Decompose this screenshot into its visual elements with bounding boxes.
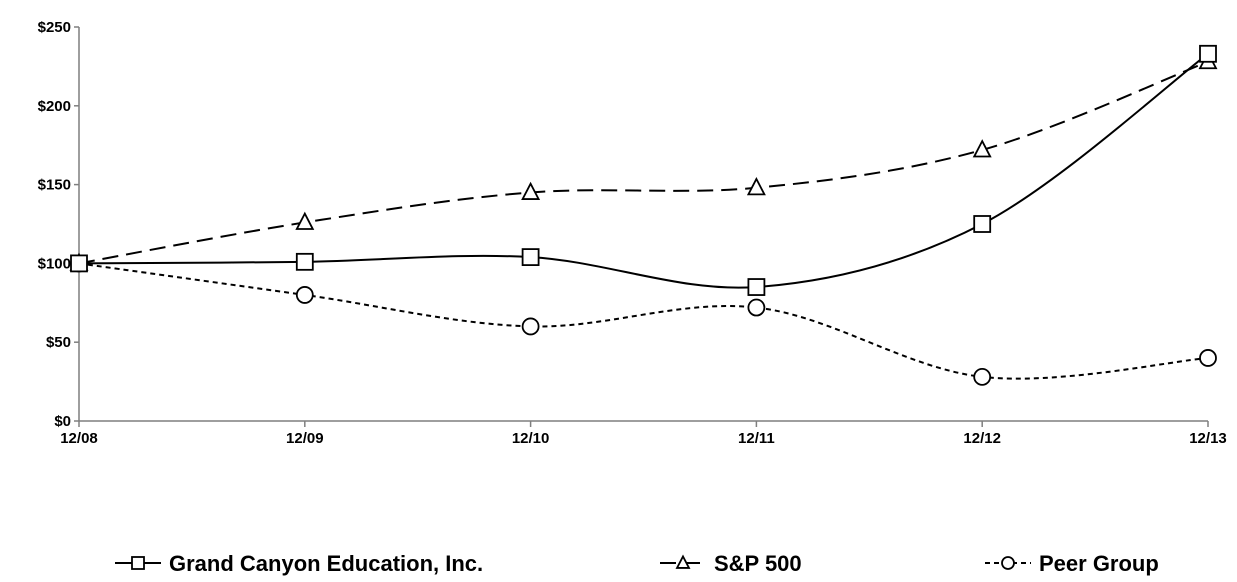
- data-point-triangle: [972, 139, 992, 158]
- data-point-square: [521, 248, 540, 266]
- data-point-square: [70, 254, 88, 273]
- y-tick-label: $150: [38, 177, 71, 194]
- series-markers: [69, 44, 1218, 386]
- series-line-square: [78, 52, 1209, 289]
- legend-label: S&P 500: [714, 551, 802, 576]
- data-point-square: [973, 215, 992, 233]
- x-tick-label: 12/12: [963, 430, 1001, 447]
- x-tick-label: 12/13: [1189, 430, 1227, 447]
- legend-item: S&P 500: [660, 551, 802, 576]
- series-line-circle: [78, 262, 1209, 380]
- axes: [78, 27, 1208, 422]
- x-tick-label: 12/08: [60, 430, 98, 447]
- legend-item: Grand Canyon Education, Inc.: [115, 551, 483, 576]
- data-point-triangle: [295, 211, 315, 230]
- legend-marker-circle: [1001, 556, 1015, 570]
- x-ticks: 12/08 12/09 12/10 12/11 12/12 12/13: [60, 421, 1227, 447]
- data-point-square: [747, 278, 766, 296]
- x-tick-label: 12/10: [512, 430, 550, 447]
- series-line-triangle: [78, 60, 1209, 265]
- data-point-circle: [973, 367, 992, 386]
- legend-marker-triangle: [675, 554, 691, 569]
- y-tick-label: $100: [38, 255, 71, 272]
- data-point-triangle: [521, 181, 541, 200]
- y-ticks: $0 $50 $100 $150 $200 $250: [38, 19, 79, 430]
- data-point-circle: [747, 298, 766, 317]
- series-lines: [78, 52, 1209, 380]
- data-point-triangle: [746, 176, 766, 196]
- y-tick-label: $0: [54, 413, 71, 430]
- data-point-square: [295, 252, 314, 271]
- data-point-square: [1199, 44, 1217, 63]
- legend-item: Peer Group: [985, 551, 1159, 576]
- legend-marker-square: [131, 556, 145, 570]
- x-tick-label: 12/11: [738, 430, 775, 447]
- legend-label: Grand Canyon Education, Inc.: [169, 551, 483, 576]
- x-tick-label: 12/09: [286, 430, 324, 447]
- y-tick-label: $50: [46, 334, 71, 351]
- y-tick-label: $200: [38, 98, 71, 115]
- y-tick-label: $250: [38, 19, 71, 36]
- data-point-circle: [521, 317, 540, 336]
- data-point-circle: [1199, 349, 1217, 367]
- data-point-circle: [295, 286, 314, 304]
- legend-label: Peer Group: [1039, 551, 1159, 576]
- legend: Grand Canyon Education, Inc. S&P 500 Peer …: [115, 551, 1159, 576]
